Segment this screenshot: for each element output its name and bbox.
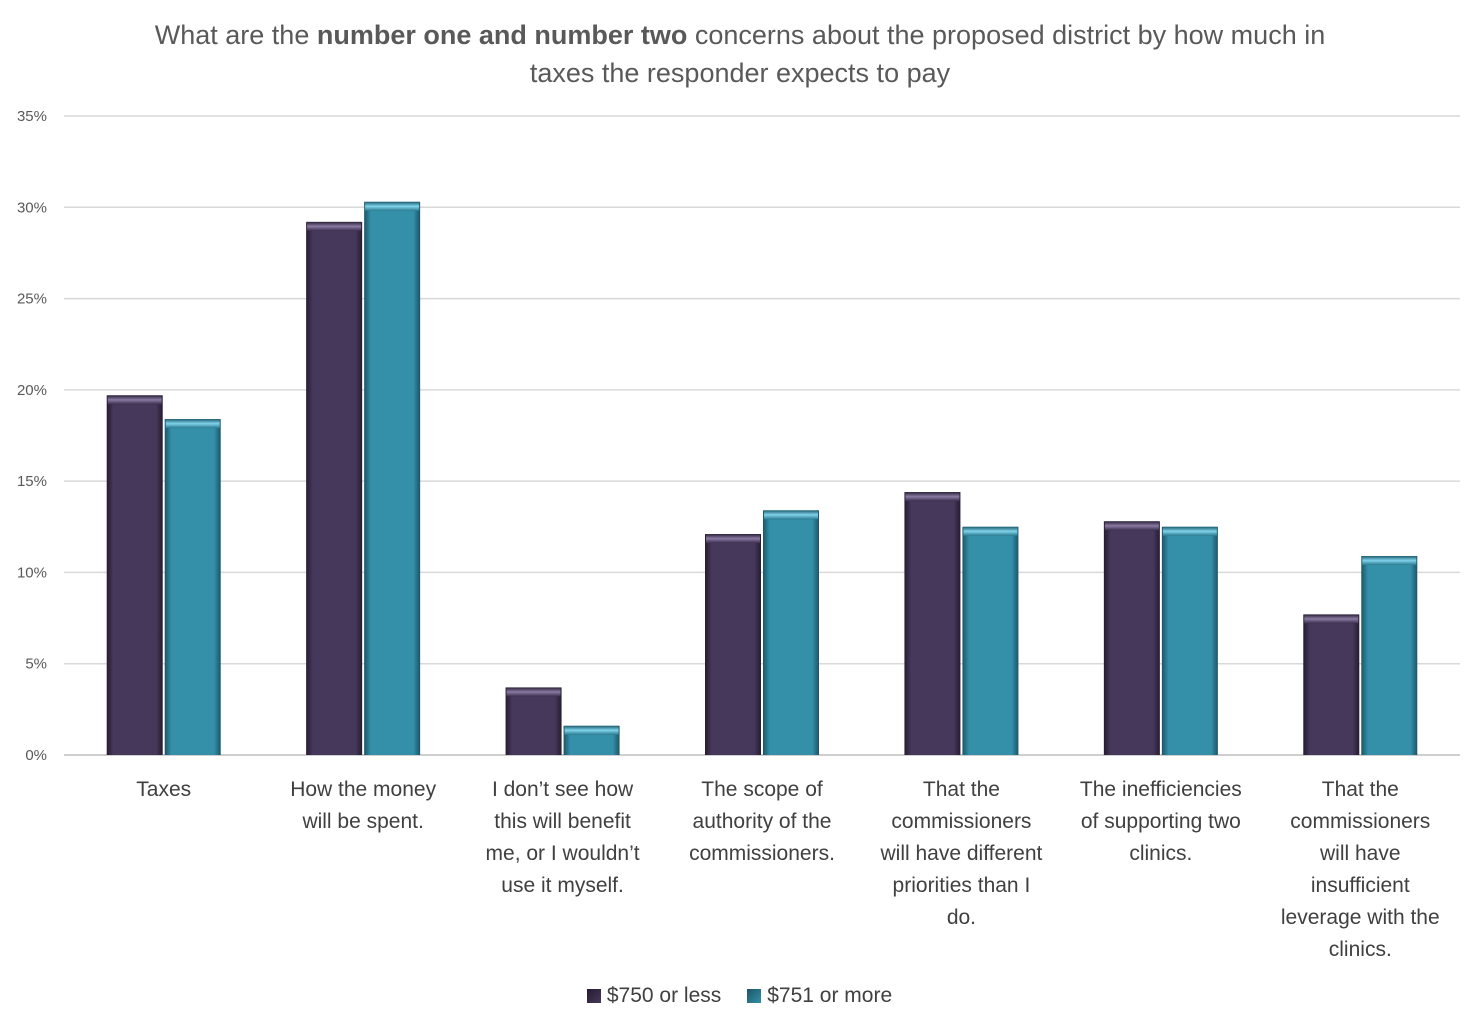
bar [1103,521,1160,755]
legend-swatch [747,989,762,1003]
bars [106,201,1418,756]
y-tick-label: 25% [17,291,47,308]
x-category-label: I don’t see how this will benefit me, or I… [486,778,640,897]
bar-bevel [1362,555,1417,565]
legend-item: $751 or more [747,984,892,1008]
bar [1303,614,1360,755]
legend: $750 or less $751 or more [0,984,1479,1008]
bar-bevel [1304,614,1359,624]
x-category-label: Taxes [136,778,191,801]
bar-bevel [963,526,1018,536]
x-category-label: That the commissioners will have different… [879,778,1042,929]
bar [364,201,421,755]
gridlines [64,115,1460,756]
y-axis-ticks: 0% 5% 10% 15% 20% 25% 30% 35% [17,108,47,764]
bar [1161,526,1218,755]
y-tick-label: 20% [17,382,47,399]
bar-bevel [905,492,960,502]
bar [164,419,221,755]
bar [962,526,1019,755]
legend-label: $751 or more [767,984,893,1007]
bar-bevel [1104,521,1159,531]
x-category-label: How the money will be spent. [290,778,436,833]
bar [106,395,163,755]
x-axis-categories: Taxes How the money will be spent. I don’t … [136,778,1439,961]
bar-bevel [107,395,162,405]
bar-bevel [1162,526,1217,536]
legend-swatch [586,989,601,1003]
bar [763,510,819,755]
y-tick-label: 5% [25,656,47,673]
legend-label: $750 or less [606,984,722,1007]
bar-bevel [307,221,362,231]
bar-bevel [365,201,420,211]
bar [505,687,562,755]
bar-bevel [506,687,561,697]
y-tick-label: 15% [17,473,47,490]
bar [306,221,363,756]
bar-bevel [706,534,760,544]
bar [904,492,961,755]
y-tick-label: 10% [17,564,47,581]
bar-bevel [564,725,619,735]
bar-bevel [165,419,220,429]
y-tick-label: 30% [17,199,47,216]
y-tick-label: 35% [17,108,47,125]
legend-item: $750 or less [586,984,722,1008]
x-category-label: The inefficiencies of supporting two clini… [1080,778,1242,865]
x-category-label: The scope of authority of the commissioner… [689,778,835,865]
bar [1361,555,1418,755]
chart-title: What are the number one and number two c… [154,20,1326,88]
bar-bevel [764,510,818,520]
y-tick-label: 0% [25,747,47,764]
x-category-label: That the commissioners will have insufficie… [1281,778,1440,961]
bar [705,534,761,755]
